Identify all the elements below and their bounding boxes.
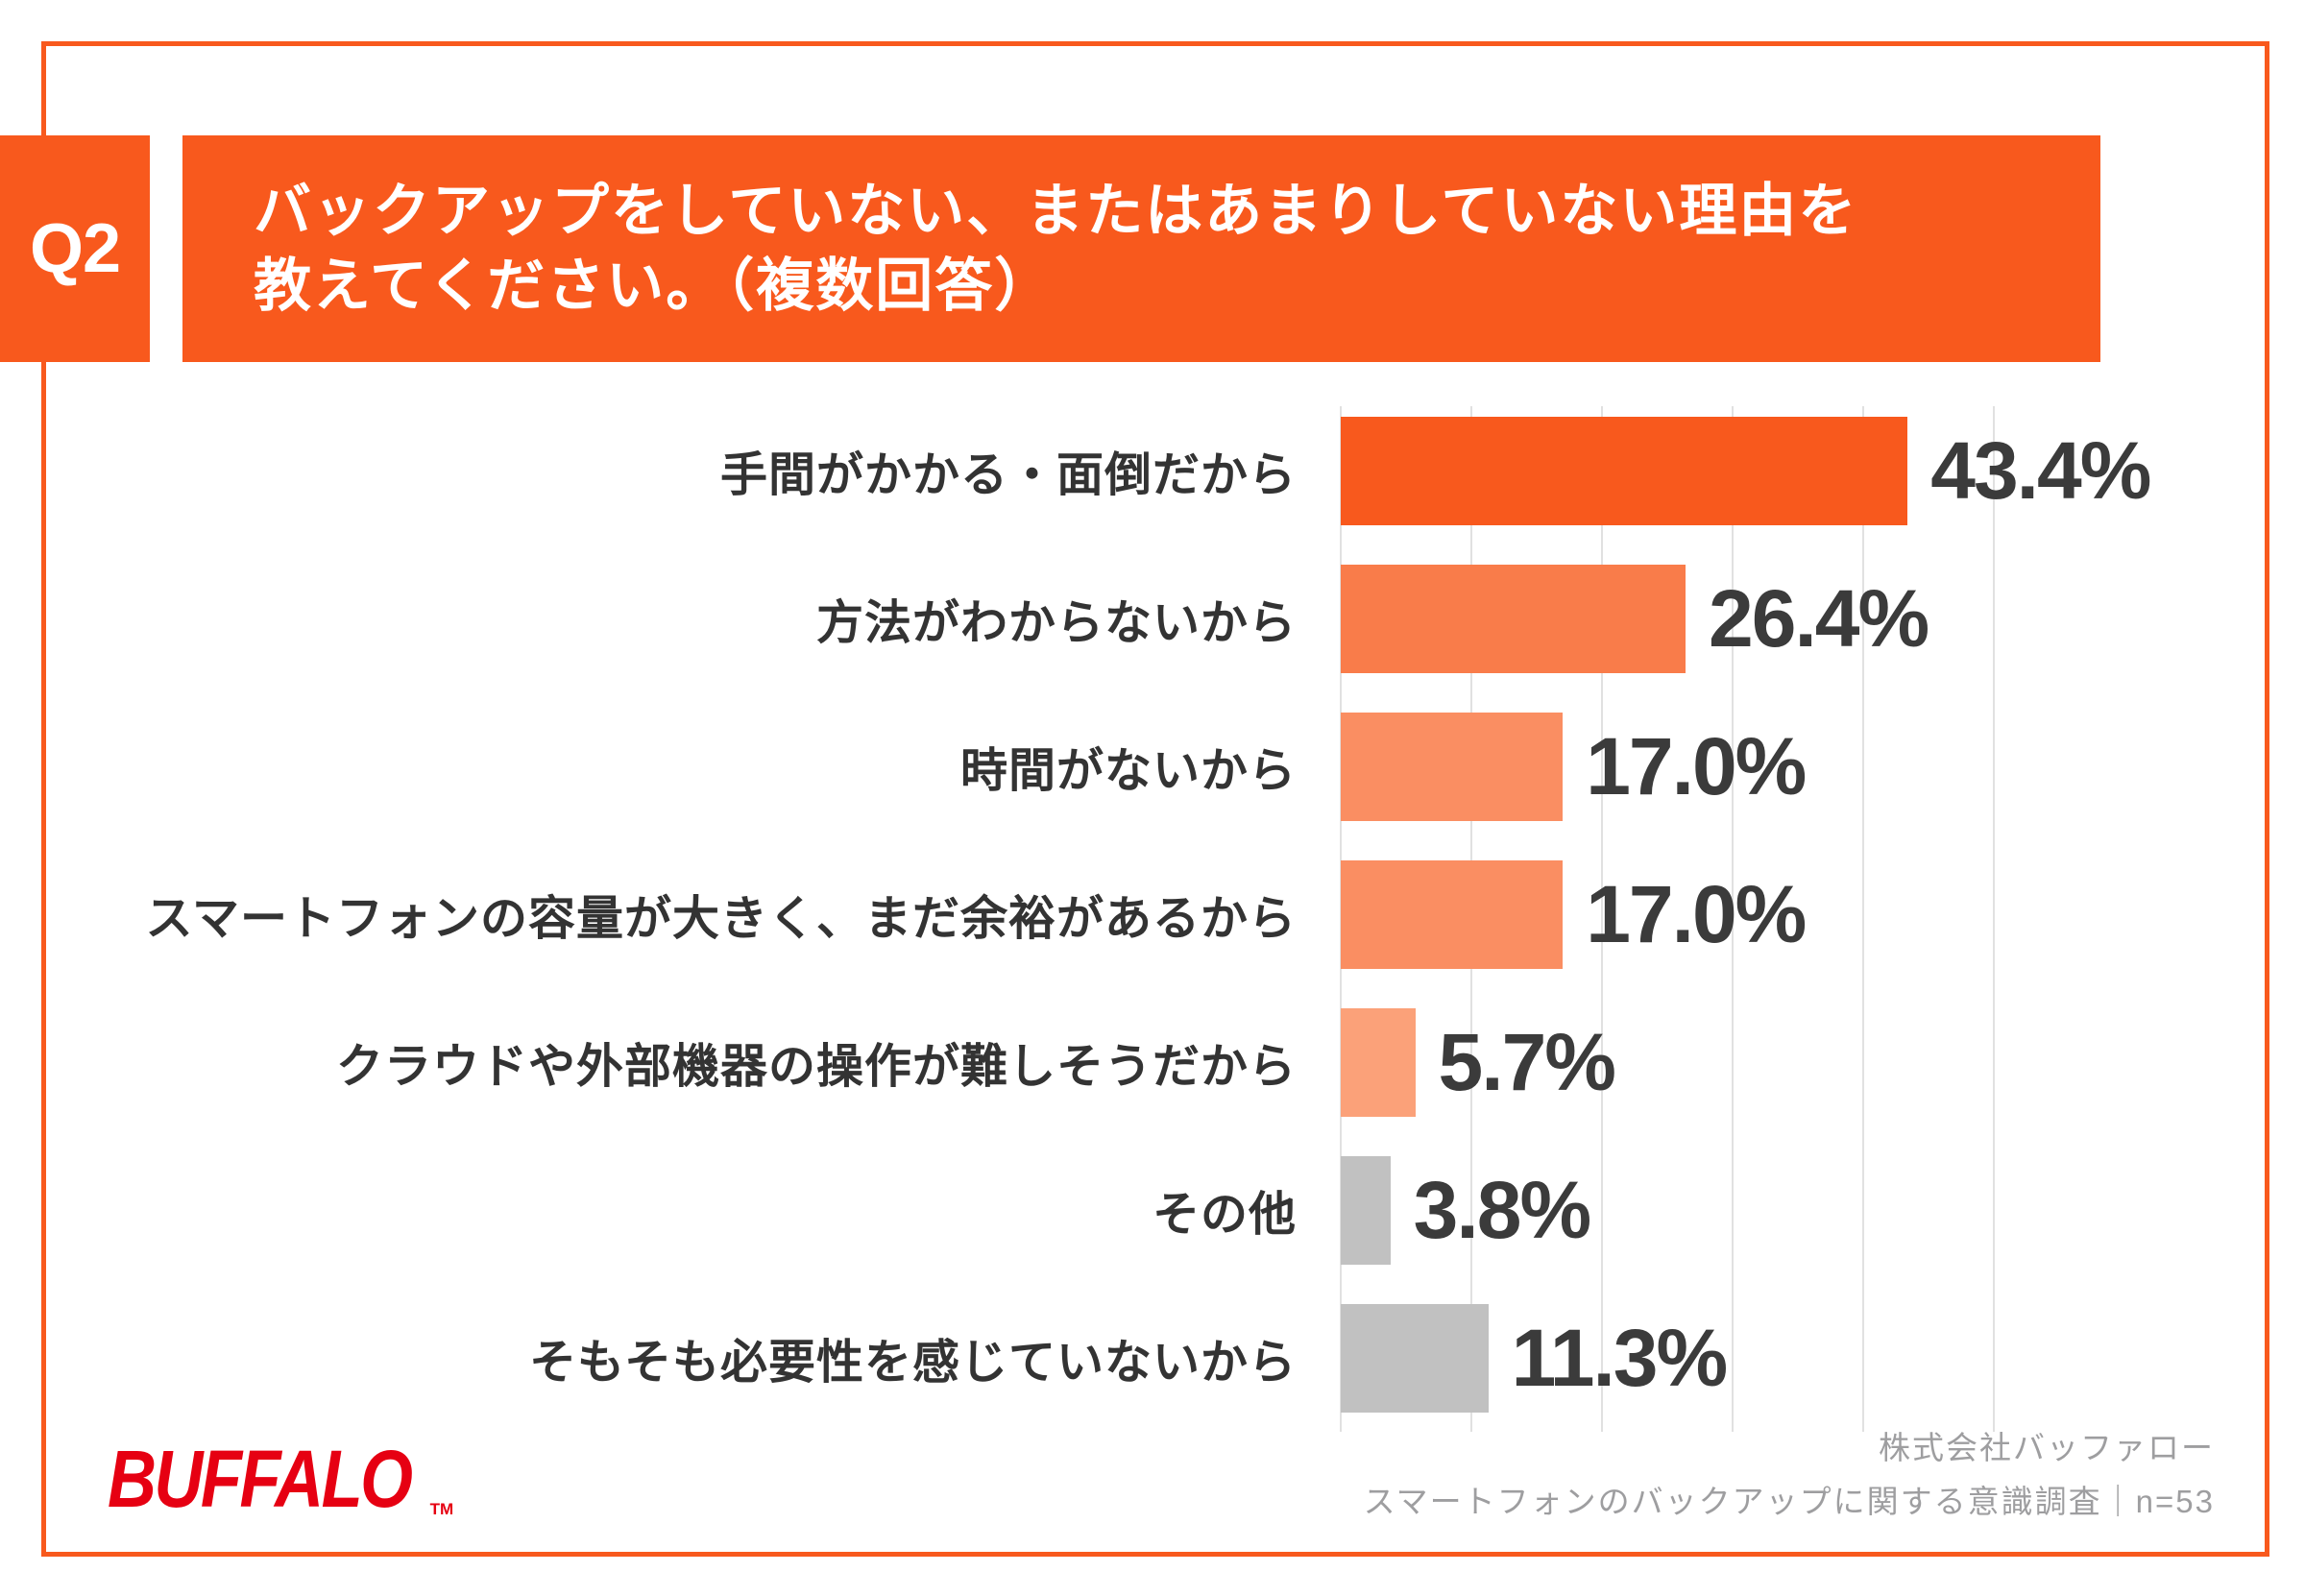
category-label: スマートフォンの容量が大きく、まだ余裕があるから bbox=[145, 892, 1297, 945]
credit-survey-info: スマートフォンのバックアップに関する意識調査｜n=53 bbox=[1363, 1484, 2215, 1519]
value-label: 5.7% bbox=[1438, 1016, 1616, 1107]
chart-row: その他 3.8% bbox=[0, 1136, 2305, 1284]
value-label: 26.4% bbox=[1709, 572, 1929, 664]
bar bbox=[1341, 1007, 1416, 1117]
value-label: 11.3% bbox=[1511, 1312, 1729, 1403]
chart-row: 時間がないから 17.0% bbox=[0, 692, 2305, 840]
value-label: 17.0% bbox=[1586, 720, 1807, 811]
page-border-frame bbox=[41, 41, 2269, 1557]
question-text-line2: 教えてください。（複数回答） bbox=[254, 254, 1055, 318]
buffalo-logo-text: BUFFALO bbox=[108, 1434, 413, 1524]
category-label: クラウドや外部機器の操作が難しそうだから bbox=[335, 1040, 1297, 1093]
bar bbox=[1341, 712, 1564, 821]
category-label: その他 bbox=[1152, 1188, 1297, 1241]
credit-company: 株式会社バッファロー bbox=[1879, 1430, 2215, 1465]
chart-row: そもそも必要性を感じていないから 11.3% bbox=[0, 1284, 2305, 1432]
category-label: 手間がかかる・面倒だから bbox=[719, 448, 1297, 501]
bar bbox=[1341, 1303, 1489, 1413]
gridline-30pct bbox=[1732, 406, 1734, 1432]
gridline-50pct bbox=[1993, 406, 1995, 1432]
question-number-label: Q2 bbox=[29, 210, 121, 287]
category-label: 方法がわからないから bbox=[815, 596, 1297, 649]
chart-row: スマートフォンの容量が大きく、まだ余裕があるから 17.0% bbox=[0, 840, 2305, 988]
category-label: 時間がないから bbox=[959, 744, 1297, 797]
survey-credit: 株式会社バッファロー スマートフォンのバックアップに関する意識調査｜n=53 bbox=[1364, 1421, 2215, 1529]
buffalo-logo: BUFFALO TM bbox=[108, 1433, 453, 1526]
question-text-line1: バックアップをしていない、またはあまりしていない理由を bbox=[254, 179, 1858, 243]
chart-row: クラウドや外部機器の操作が難しそうだから 5.7% bbox=[0, 988, 2305, 1136]
chart-row: 方法がわからないから 26.4% bbox=[0, 544, 2305, 692]
value-label: 17.0% bbox=[1586, 868, 1807, 959]
trademark-mark: TM bbox=[429, 1500, 454, 1518]
category-label: そもそも必要性を感じていないから bbox=[528, 1336, 1297, 1389]
chart-row: 手間がかかる・面倒だから 43.4% bbox=[0, 397, 2305, 544]
bar bbox=[1341, 564, 1686, 673]
gridline-40pct bbox=[1862, 406, 1864, 1432]
gridline-20pct bbox=[1601, 406, 1603, 1432]
question-banner: バックアップをしていない、またはあまりしていない理由を 教えてください。（複数回… bbox=[182, 135, 2100, 362]
value-label: 3.8% bbox=[1413, 1164, 1591, 1255]
question-number-box: Q2 bbox=[0, 135, 150, 362]
value-label: 43.4% bbox=[1930, 424, 2151, 516]
bar bbox=[1341, 416, 1908, 525]
bar-chart: 手間がかかる・面倒だから 43.4% 方法がわからないから 26.4% 時間がな… bbox=[0, 397, 2305, 1432]
bar bbox=[1341, 859, 1564, 969]
bar bbox=[1341, 1155, 1391, 1265]
